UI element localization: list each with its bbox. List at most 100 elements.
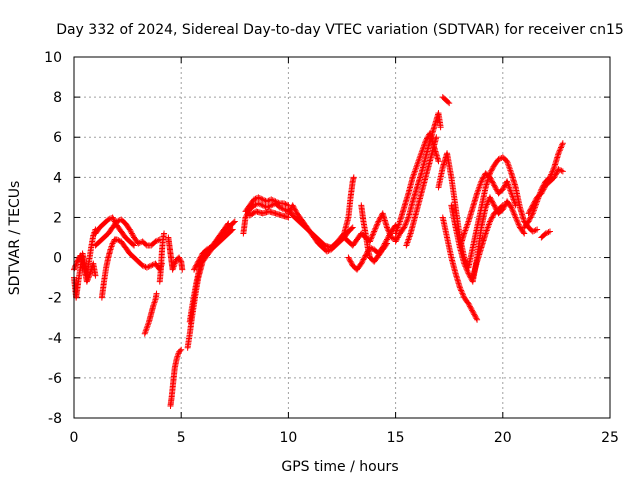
data-point-marker <box>493 186 500 193</box>
data-points <box>71 94 566 409</box>
data-point-marker <box>489 178 496 185</box>
data-point-marker <box>259 196 266 203</box>
data-point-marker <box>489 214 496 221</box>
data-point-marker <box>556 147 563 154</box>
data-point-marker <box>531 198 538 205</box>
data-point-marker <box>131 242 138 249</box>
y-axis-label: SDTVAR / TECUs <box>7 181 23 296</box>
data-point-marker <box>193 262 200 269</box>
data-point-marker <box>105 216 112 223</box>
data-point-marker <box>385 233 392 240</box>
data-point-marker <box>557 144 564 151</box>
data-trace <box>439 94 453 107</box>
x-tick-label: 5 <box>177 430 186 446</box>
data-point-marker <box>501 182 508 189</box>
data-point-marker <box>526 209 533 216</box>
data-point-marker <box>489 198 496 205</box>
data-point-marker <box>479 177 486 184</box>
data-point-marker <box>489 179 496 186</box>
data-point-marker <box>491 183 498 190</box>
data-point-marker <box>479 175 486 182</box>
data-trace <box>525 166 566 217</box>
data-point-marker <box>513 217 520 224</box>
data-point-marker <box>528 213 535 220</box>
data-point-marker <box>422 138 429 145</box>
data-point-marker <box>83 278 90 285</box>
data-point-marker <box>482 204 489 211</box>
data-point-marker <box>558 143 565 150</box>
data-point-marker <box>359 259 366 266</box>
data-point-marker <box>516 223 523 230</box>
data-point-marker <box>255 200 262 207</box>
data-point-marker <box>559 141 566 148</box>
data-point-marker <box>469 308 476 315</box>
data-point-marker <box>148 262 155 269</box>
data-point-marker <box>492 185 499 192</box>
data-point-marker <box>112 219 119 226</box>
data-point-marker <box>463 264 470 271</box>
data-point-marker <box>153 290 160 297</box>
data-point-marker <box>345 254 352 261</box>
data-point-marker <box>347 258 354 265</box>
data-point-marker <box>109 240 116 247</box>
data-point-marker <box>486 218 493 225</box>
data-point-marker <box>491 203 498 210</box>
data-point-marker <box>348 259 355 266</box>
data-point-marker <box>369 231 376 238</box>
data-point-marker <box>193 261 200 268</box>
data-point-marker <box>111 218 118 225</box>
data-point-marker <box>231 218 238 225</box>
data-point-marker <box>507 203 514 210</box>
data-trace <box>246 208 292 221</box>
data-point-marker <box>471 311 478 318</box>
data-point-marker <box>404 217 411 224</box>
y-tick-label: -4 <box>48 331 62 347</box>
data-point-marker <box>526 215 533 222</box>
y-tick-label: 8 <box>53 90 62 106</box>
data-point-marker <box>544 229 551 236</box>
data-trace <box>285 174 357 251</box>
data-point-marker <box>197 254 204 261</box>
data-point-marker <box>499 202 506 209</box>
data-point-marker <box>555 150 562 157</box>
data-trace <box>469 202 506 281</box>
x-tick-label: 15 <box>387 430 405 446</box>
data-point-marker <box>153 237 160 244</box>
data-point-marker <box>155 237 162 244</box>
data-point-marker <box>375 218 382 225</box>
data-point-marker <box>512 213 519 220</box>
data-point-marker <box>371 228 378 235</box>
data-point-marker <box>265 197 272 204</box>
data-trace <box>191 218 238 273</box>
data-point-marker <box>463 266 470 273</box>
data-point-marker <box>486 174 493 181</box>
data-point-marker <box>526 217 533 224</box>
data-point-marker <box>384 225 391 232</box>
data-point-marker <box>464 269 471 276</box>
y-tick-label: 10 <box>44 50 62 66</box>
data-point-marker <box>252 195 259 202</box>
data-point-marker <box>195 258 202 265</box>
data-point-marker <box>525 218 532 225</box>
data-point-marker <box>487 217 494 224</box>
data-trace <box>156 230 168 285</box>
data-point-marker <box>358 260 365 267</box>
data-point-marker <box>142 241 149 248</box>
data-point-marker <box>527 214 534 221</box>
data-point-marker <box>198 253 205 260</box>
data-point-marker <box>558 167 565 174</box>
data-point-marker <box>258 201 265 208</box>
data-point-marker <box>471 312 478 319</box>
data-point-marker <box>383 241 390 248</box>
data-point-marker <box>282 207 289 214</box>
data-point-marker <box>488 215 495 222</box>
data-point-marker <box>559 168 566 175</box>
data-point-marker <box>384 240 391 247</box>
data-point-marker <box>109 214 116 221</box>
data-point-marker <box>230 219 237 226</box>
data-point-marker <box>546 228 553 235</box>
data-point-marker <box>532 197 539 204</box>
data-point-marker <box>403 218 410 225</box>
data-point-marker <box>474 316 481 323</box>
